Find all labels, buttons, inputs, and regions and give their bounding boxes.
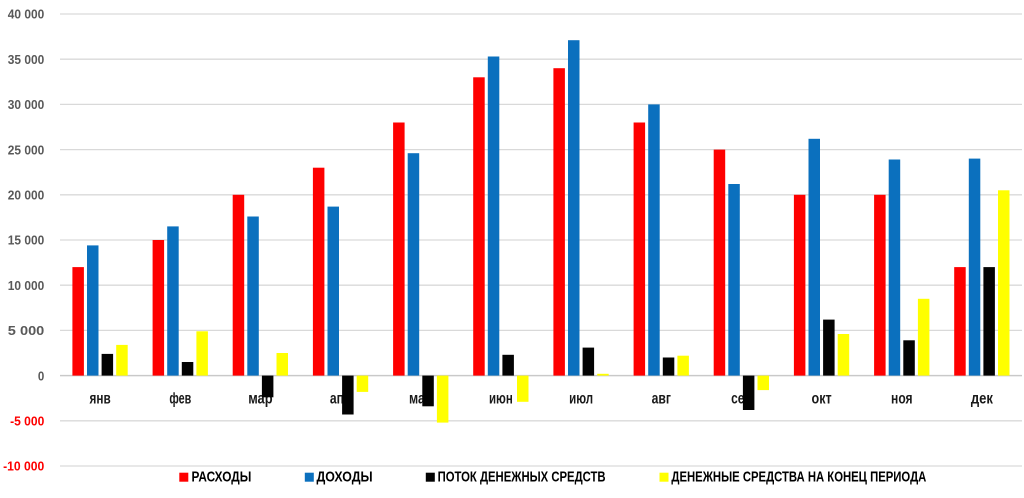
svg-text:ноя: ноя — [891, 390, 913, 407]
svg-text:ДЕНЕЖНЫЕ СРЕДСТВА НА КОНЕЦ ПЕР: ДЕНЕЖНЫЕ СРЕДСТВА НА КОНЕЦ ПЕРИОДА — [671, 469, 926, 486]
svg-text:фев: фев — [169, 390, 191, 407]
svg-text:10 000: 10 000 — [8, 278, 45, 293]
svg-text:июл: июл — [569, 390, 593, 407]
svg-text:30 000: 30 000 — [8, 97, 45, 112]
svg-text:-5 000: -5 000 — [10, 414, 44, 429]
svg-text:25 000: 25 000 — [8, 142, 45, 157]
svg-text:авг: авг — [652, 390, 672, 407]
svg-text:15 000: 15 000 — [8, 233, 45, 248]
svg-text:ДОХОДЫ: ДОХОДЫ — [317, 469, 373, 486]
svg-text:янв: янв — [89, 390, 111, 407]
svg-text:дек: дек — [971, 390, 994, 407]
svg-text:5 000: 5 000 — [8, 323, 45, 338]
svg-text:0: 0 — [38, 368, 44, 383]
svg-text:ПОТОК ДЕНЕЖНЫХ СРЕДСТВ: ПОТОК ДЕНЕЖНЫХ СРЕДСТВ — [438, 469, 606, 486]
svg-text:40 000: 40 000 — [8, 7, 45, 22]
svg-text:РАСХОДЫ: РАСХОДЫ — [192, 469, 252, 486]
svg-text:окт: окт — [812, 390, 832, 407]
svg-text:35 000: 35 000 — [8, 52, 45, 67]
svg-text:июн: июн — [489, 390, 513, 407]
svg-text:-10 000: -10 000 — [3, 459, 44, 474]
svg-text:20 000: 20 000 — [8, 188, 45, 203]
